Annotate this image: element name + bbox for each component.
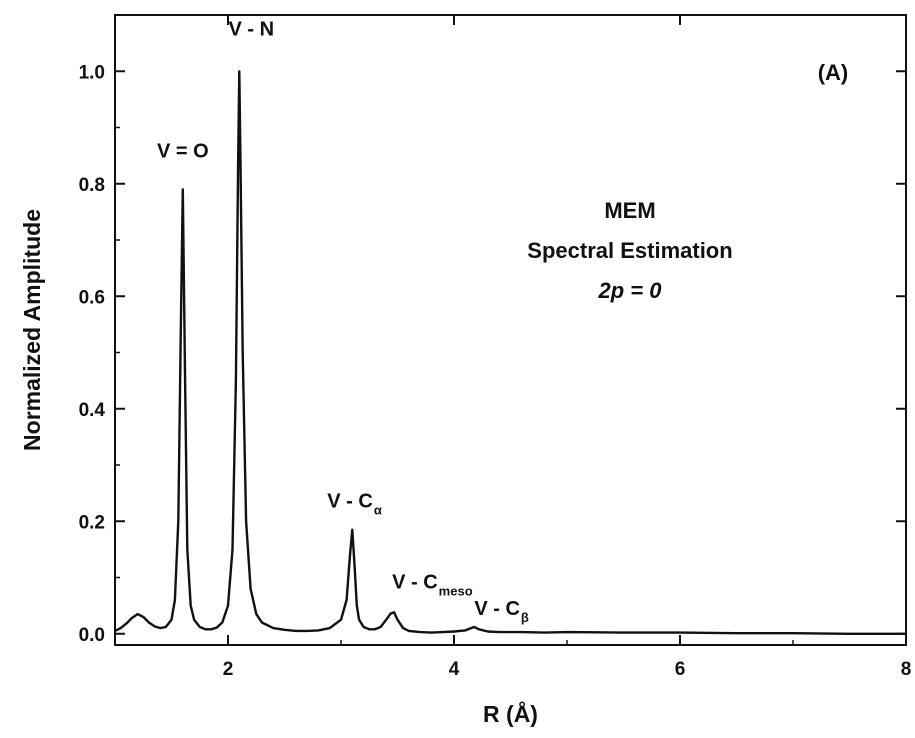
spectrum [114, 70, 906, 635]
peak-label: V - N [229, 18, 275, 40]
y-tick-label: 0.6 [79, 287, 105, 308]
peak-label: V - Cα [327, 491, 382, 518]
y-tick-label: 0.4 [79, 400, 106, 421]
x-axis-title: R (Å) [483, 700, 538, 727]
x-tick-label: 6 [675, 659, 686, 680]
peak-label: V = O [157, 140, 209, 162]
annotation-mem: MEM [604, 198, 655, 223]
annotation-2p: 2p = 0 [598, 278, 663, 303]
plot-frame [114, 14, 907, 646]
y-tick-label: 0.2 [79, 512, 105, 533]
axis-ticks: 2 4 6 8 0.0 0.2 0.4 0.6 0.8 1.0 [79, 14, 912, 680]
peak-label: V - Cβ [474, 598, 529, 625]
peak-label: V - Cmeso [392, 571, 473, 598]
panel-label: (A) [818, 60, 849, 85]
x-tick-label: 8 [901, 659, 912, 680]
y-tick-label: 1.0 [79, 62, 105, 83]
y-axis-title: Normalized Amplitude [19, 209, 45, 451]
x-tick-label: 4 [449, 659, 460, 680]
y-tick-label: 0.0 [79, 625, 105, 646]
annotation-spectral-estimation: Spectral Estimation [527, 238, 732, 263]
x-tick-label: 2 [223, 659, 234, 680]
spectrum-line [114, 70, 906, 635]
y-tick-label: 0.8 [79, 175, 105, 196]
